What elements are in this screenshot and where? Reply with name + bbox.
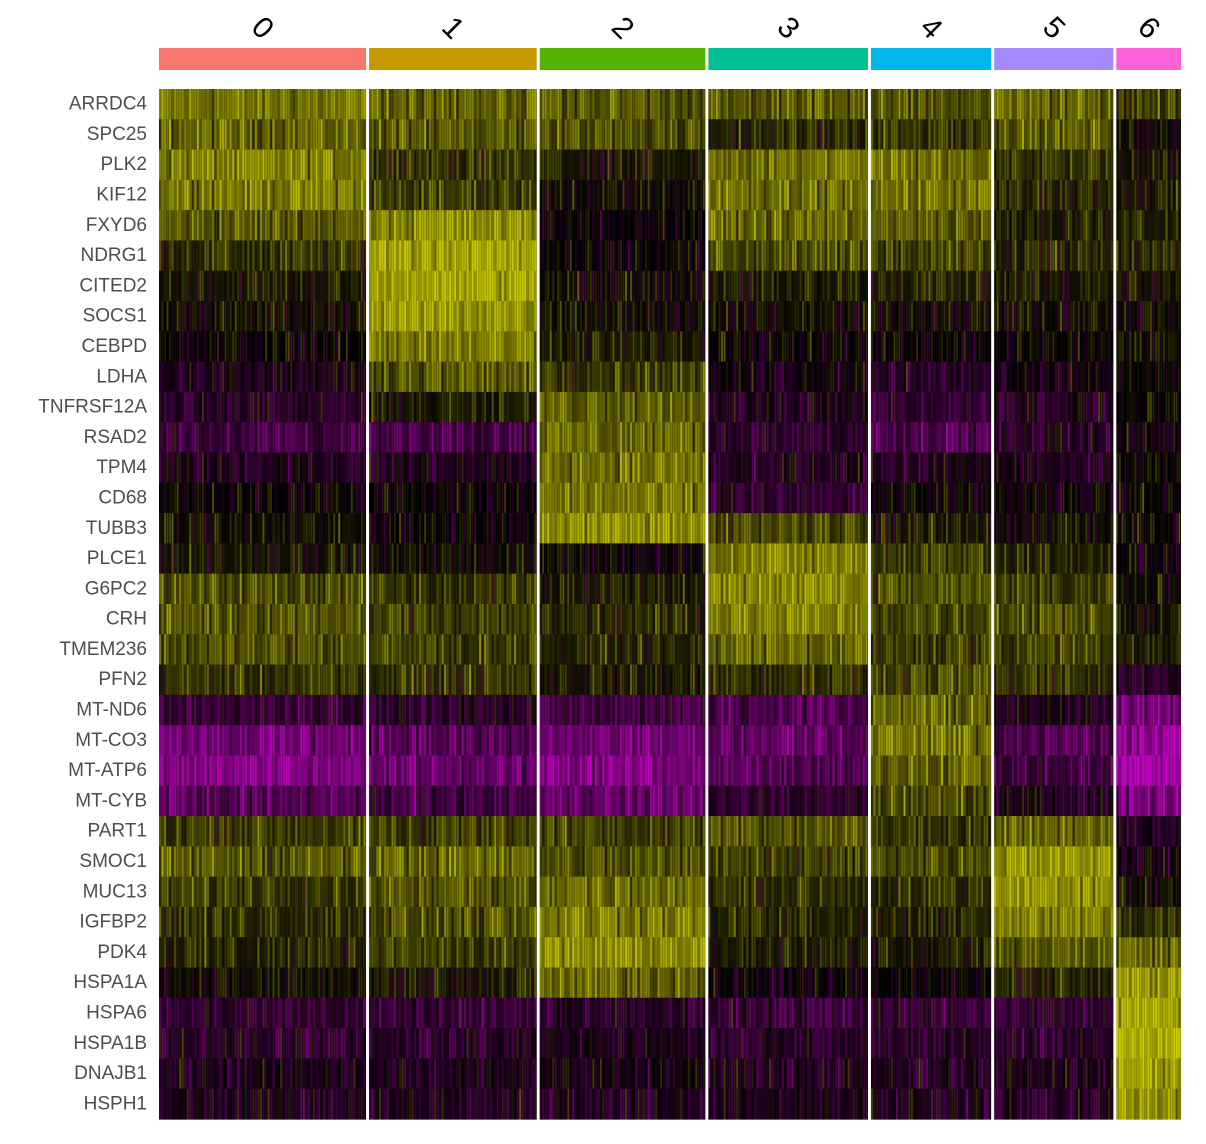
cluster-block-6 [1116,89,1181,1120]
gene-label-HSPH1: HSPH1 [84,1093,147,1114]
gene-label-CD68: CD68 [98,487,147,508]
cluster-block-1 [369,89,537,1120]
gene-label-MT-ATP6: MT-ATP6 [68,760,147,781]
gene-label-SOCS1: SOCS1 [83,306,147,327]
gene-labels: ARRDC4 SPC25 PLK2 KIF12 FXYD6 NDRG1 CITED2 SOCS… [38,94,147,1115]
cluster-label-5: 5 [1036,10,1071,45]
cluster-label-0: 0 [245,10,280,45]
gene-label-IGFBP2: IGFBP2 [79,912,147,933]
gene-label-DNAJB1: DNAJB1 [74,1063,147,1084]
cluster-bar-4 [870,48,992,70]
cluster-block-2 [539,89,706,1120]
cluster-labels: 0 1 2 3 4 5 6 [245,10,1166,45]
gene-label-TPM4: TPM4 [96,457,147,478]
gene-label-MT-ND6: MT-ND6 [76,700,147,721]
gene-label-PFN2: PFN2 [98,669,147,690]
cluster-bar-6 [1116,48,1181,70]
gene-label-LDHA: LDHA [96,366,147,387]
gene-label-TUBB3: TUBB3 [86,518,147,539]
cluster-bar-0 [159,48,367,70]
heatmap-body [159,89,1181,1120]
cluster-label-4: 4 [914,10,949,45]
gene-label-TMEM236: TMEM236 [59,639,147,660]
cluster-label-2: 2 [605,10,640,45]
gene-label-SPC25: SPC25 [87,124,147,145]
cluster-color-bars [159,48,1181,70]
cluster-label-3: 3 [771,10,806,45]
cluster-label-1: 1 [435,10,470,45]
gene-label-RSAD2: RSAD2 [84,427,147,448]
gene-label-ARRDC4: ARRDC4 [69,94,148,115]
gene-label-HSPA6: HSPA6 [86,1002,147,1023]
cluster-block-4 [870,89,992,1120]
gene-label-FXYD6: FXYD6 [86,215,147,236]
gene-label-PLK2: PLK2 [101,154,147,175]
gene-label-TNFRSF12A: TNFRSF12A [38,397,147,418]
cluster-bar-2 [539,48,706,70]
gene-label-KIF12: KIF12 [96,185,147,206]
cluster-block-0 [159,89,367,1120]
cluster-label-6: 6 [1131,10,1166,45]
gene-label-HSPA1B: HSPA1B [73,1033,147,1054]
cluster-bar-5 [994,48,1114,70]
cluster-block-5 [994,89,1114,1120]
gene-label-PDK4: PDK4 [97,942,147,963]
gene-label-PART1: PART1 [88,821,148,842]
gene-label-NDRG1: NDRG1 [80,245,147,266]
gene-label-HSPA1A: HSPA1A [73,972,147,993]
cluster-bar-3 [708,48,868,70]
gene-label-CITED2: CITED2 [79,275,147,296]
gene-label-SMOC1: SMOC1 [79,851,147,872]
gene-label-CRH: CRH [106,609,147,630]
gene-label-MUC13: MUC13 [83,881,147,902]
gene-label-PLCE1: PLCE1 [87,548,147,569]
cluster-bar-1 [369,48,537,70]
cluster-block-3 [708,89,868,1120]
gene-label-MT-CYB: MT-CYB [75,790,147,811]
gene-label-G6PC2: G6PC2 [85,578,147,599]
gene-label-MT-CO3: MT-CO3 [75,730,147,751]
gene-label-CEBPD: CEBPD [82,336,147,357]
